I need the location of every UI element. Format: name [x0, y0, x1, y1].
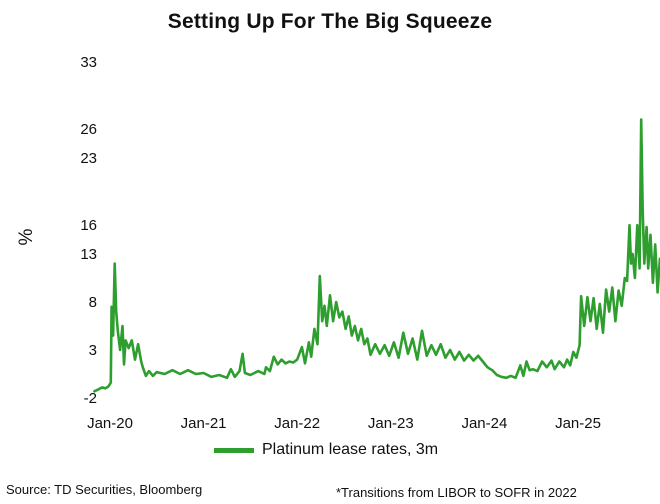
x-tick-label: Jan-22: [274, 415, 320, 432]
y-tick-label: 33: [80, 54, 97, 71]
footnote: *Transitions from LIBOR to SOFR in 2022: [336, 485, 577, 500]
legend: Platinum lease rates, 3m: [214, 441, 438, 459]
y-axis-ticks: -2 3 8 13 16 23 26 33: [80, 54, 97, 407]
x-axis-ticks: Jan-20 Jan-21 Jan-22 Jan-23 Jan-24 Jan-25: [87, 415, 601, 432]
source-note: Source: TD Securities, Bloomberg: [6, 482, 203, 497]
y-tick-label: 23: [80, 150, 97, 167]
x-tick-label: Jan-21: [181, 415, 227, 432]
y-tick-label: 26: [80, 121, 97, 138]
chart-title: Setting Up For The Big Squeeze: [167, 10, 493, 33]
y-tick-label: 16: [80, 217, 97, 234]
y-axis-label: %: [16, 228, 37, 245]
x-tick-label: Jan-24: [461, 415, 507, 432]
legend-swatch: [214, 447, 254, 453]
y-tick-label: 3: [89, 342, 97, 359]
x-tick-label: Jan-25: [555, 415, 601, 432]
series-line-platinum-lease-rates: [93, 118, 660, 393]
x-tick-label: Jan-23: [368, 415, 414, 432]
y-tick-label: 8: [89, 294, 97, 311]
x-tick-label: Jan-20: [87, 415, 133, 432]
y-tick-label: 13: [80, 246, 97, 263]
y-tick-label: -2: [84, 390, 97, 407]
legend-label: Platinum lease rates, 3m: [262, 441, 439, 458]
